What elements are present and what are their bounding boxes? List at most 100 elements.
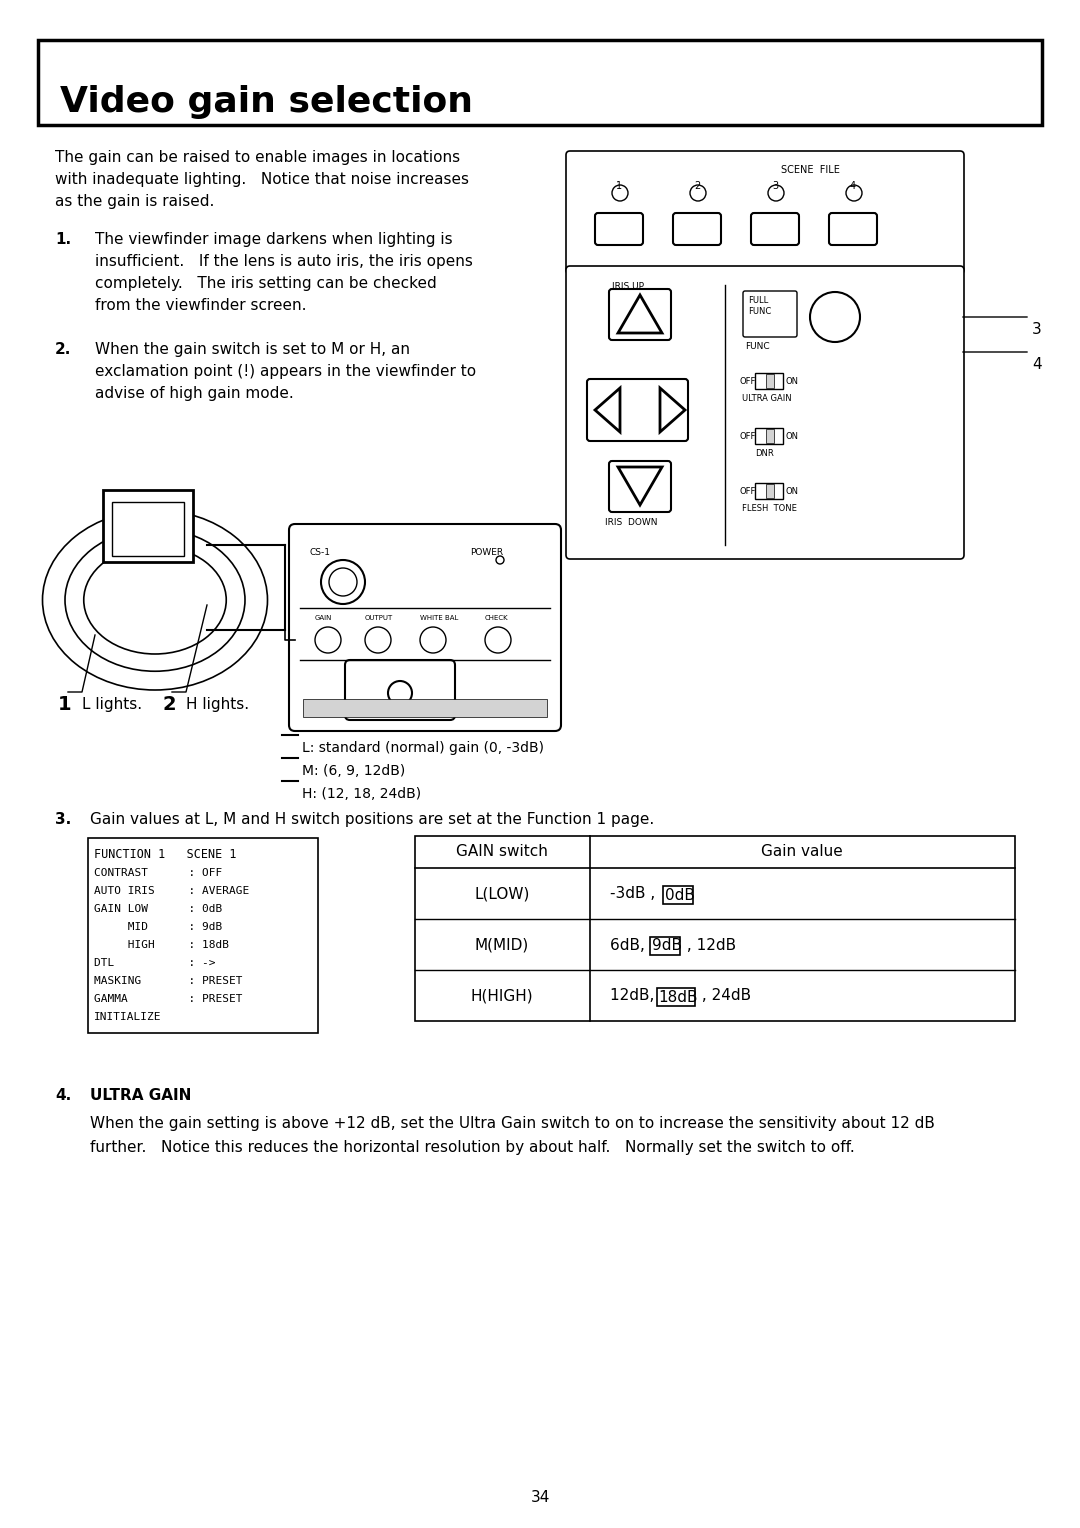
Text: as the gain is raised.: as the gain is raised. [55,194,214,209]
Text: FUNC: FUNC [745,342,770,351]
Text: ON: ON [785,487,798,497]
Text: MASKING       : PRESET: MASKING : PRESET [94,976,243,986]
Text: 4: 4 [850,180,856,191]
Text: FUNC: FUNC [748,307,771,316]
Text: 1: 1 [616,180,622,191]
Text: GAIN LOW      : 0dB: GAIN LOW : 0dB [94,905,222,914]
Text: L: standard (normal) gain (0, -3dB): L: standard (normal) gain (0, -3dB) [302,741,544,755]
Text: ON: ON [785,377,798,387]
Text: INITIALIZE: INITIALIZE [94,1012,162,1022]
Text: POWER: POWER [470,549,503,558]
Bar [755,483,783,500]
FancyBboxPatch shape [829,212,877,244]
Text: 4: 4 [1032,358,1041,371]
Text: OUTPUT: OUTPUT [365,614,393,620]
Text: FUNCTION 1   SCENE 1: FUNCTION 1 SCENE 1 [94,848,237,860]
Text: Video gain selection: Video gain selection [60,86,473,119]
Text: Gain values at L, M and H switch positions are set at the Function 1 page.: Gain values at L, M and H switch positio… [90,811,654,827]
Text: GAIN: GAIN [315,614,333,620]
Text: L lights.: L lights. [82,697,143,712]
Bar [755,428,783,445]
Text: -3dB ,: -3dB , [610,886,665,902]
Text: , 24dB: , 24dB [697,989,751,1004]
Text: M: (6, 9, 12dB): M: (6, 9, 12dB) [302,764,405,778]
Text: M(MID): M(MID) [475,938,529,952]
Text: The gain can be raised to enable images in locations: The gain can be raised to enable images … [55,150,460,165]
Text: 1: 1 [58,695,71,714]
Bar [766,484,774,498]
FancyBboxPatch shape [588,379,688,442]
Bar [87,837,318,1033]
FancyBboxPatch shape [609,289,671,341]
Text: FULL: FULL [748,296,768,306]
Text: 4.: 4. [55,1088,71,1103]
Text: IRIS UP: IRIS UP [612,283,644,290]
Text: AUTO IRIS     : AVERAGE: AUTO IRIS : AVERAGE [94,886,249,895]
Bar [112,503,184,556]
Text: advise of high gain mode.: advise of high gain mode. [95,387,294,400]
Text: H: (12, 18, 24dB): H: (12, 18, 24dB) [302,787,421,801]
Bar [38,40,1042,125]
Text: 18dB: 18dB [659,990,698,1004]
FancyBboxPatch shape [566,151,964,274]
Text: HIGH     : 18dB: HIGH : 18dB [94,940,229,950]
Text: When the gain setting is above +12 dB, set the Ultra Gain switch to on to increa: When the gain setting is above +12 dB, s… [90,1115,935,1131]
Text: 3.: 3. [55,811,71,827]
Bar [103,490,193,562]
Bar [766,429,774,443]
Text: ULTRA GAIN: ULTRA GAIN [90,1088,191,1103]
Text: CHECK: CHECK [485,614,509,620]
Text: When the gain switch is set to M or H, an: When the gain switch is set to M or H, a… [95,342,410,358]
Bar [415,836,1015,1021]
FancyBboxPatch shape [289,524,561,730]
FancyBboxPatch shape [566,266,964,559]
Text: 6dB,: 6dB, [610,938,654,952]
Text: with inadequate lighting.   Notice that noise increases: with inadequate lighting. Notice that no… [55,173,469,186]
Text: H(HIGH): H(HIGH) [471,989,534,1004]
Text: insufficient.   If the lens is auto iris, the iris opens: insufficient. If the lens is auto iris, … [95,254,473,269]
Text: The viewfinder image darkens when lighting is: The viewfinder image darkens when lighti… [95,232,453,248]
Text: DNR: DNR [755,449,773,458]
Text: 9dB: 9dB [652,938,681,953]
Bar [766,374,774,388]
Text: IRIS  DOWN: IRIS DOWN [605,518,658,527]
FancyBboxPatch shape [743,290,797,338]
Text: from the viewfinder screen.: from the viewfinder screen. [95,298,307,313]
Bar [650,937,679,955]
Text: H lights.: H lights. [186,697,249,712]
Text: WHITE BAL: WHITE BAL [420,614,458,620]
Text: GAIN switch: GAIN switch [456,843,548,859]
Text: SCENE  FILE: SCENE FILE [781,165,839,176]
Text: ULTRA GAIN: ULTRA GAIN [742,394,792,403]
Text: 2: 2 [694,180,700,191]
Text: FLESH  TONE: FLESH TONE [742,504,797,513]
FancyBboxPatch shape [345,660,455,720]
Text: OFF: OFF [740,487,756,497]
Text: Gain value: Gain value [761,843,842,859]
Text: 3: 3 [772,180,778,191]
Text: further.   Notice this reduces the horizontal resolution by about half.   Normal: further. Notice this reduces the horizon… [90,1140,854,1155]
Text: 1.: 1. [55,232,71,248]
Text: 0dB: 0dB [665,888,696,903]
FancyBboxPatch shape [595,212,643,244]
Text: ON: ON [785,432,798,442]
Text: 12dB,: 12dB, [610,989,664,1004]
FancyBboxPatch shape [751,212,799,244]
Text: OFF: OFF [740,432,756,442]
Text: 34: 34 [530,1490,550,1505]
Bar [755,373,783,390]
Text: CONTRAST      : OFF: CONTRAST : OFF [94,868,222,879]
Text: 3: 3 [1032,322,1042,338]
Text: GAMMA         : PRESET: GAMMA : PRESET [94,995,243,1004]
Text: OFF: OFF [740,377,756,387]
Text: 2.: 2. [55,342,71,358]
Bar [663,886,693,903]
Text: exclamation point (!) appears in the viewfinder to: exclamation point (!) appears in the vie… [95,364,476,379]
Text: 2: 2 [163,695,177,714]
FancyBboxPatch shape [609,461,671,512]
Bar [303,698,546,717]
Text: completely.   The iris setting can be checked: completely. The iris setting can be chec… [95,277,436,290]
Text: CS-1: CS-1 [310,549,330,558]
Text: DTL           : ->: DTL : -> [94,958,216,969]
FancyBboxPatch shape [673,212,721,244]
